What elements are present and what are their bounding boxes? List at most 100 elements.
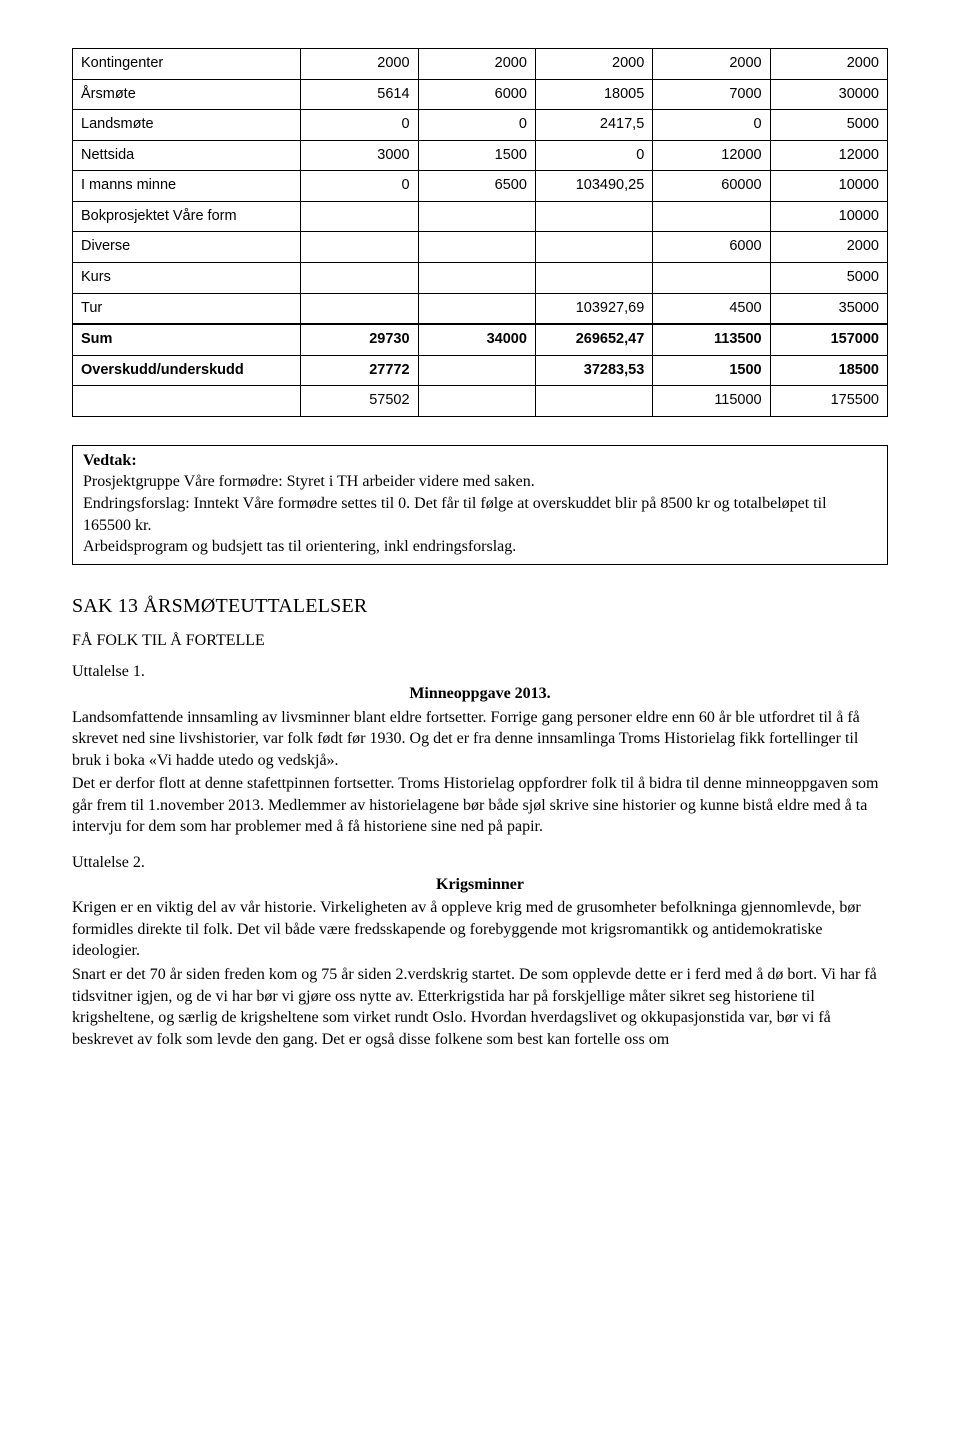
row-cell: 3000 xyxy=(301,140,418,171)
row-cell: 57502 xyxy=(301,386,418,417)
row-cell: 5000 xyxy=(770,110,887,141)
row-label: Kurs xyxy=(73,262,301,293)
row-cell xyxy=(301,232,418,263)
row-label: Bokprosjektet Våre form xyxy=(73,201,301,232)
row-cell: 37283,53 xyxy=(535,355,652,386)
row-cell: 27772 xyxy=(301,355,418,386)
table-row: 57502 115000175500 xyxy=(73,386,888,417)
row-cell: 2000 xyxy=(418,49,535,80)
row-cell xyxy=(653,262,770,293)
row-label xyxy=(73,386,301,417)
row-cell: 0 xyxy=(301,110,418,141)
row-cell: 29730 xyxy=(301,324,418,355)
row-label: Tur xyxy=(73,293,301,324)
row-cell: 35000 xyxy=(770,293,887,324)
vedtak-head: Vedtak: xyxy=(83,450,877,472)
row-cell xyxy=(418,293,535,324)
vedtak-line: Prosjektgruppe Våre formødre: Styret i T… xyxy=(83,471,877,493)
row-cell: 6000 xyxy=(418,79,535,110)
row-cell: 4500 xyxy=(653,293,770,324)
table-row: Bokprosjektet Våre form 10000 xyxy=(73,201,888,232)
row-label: Diverse xyxy=(73,232,301,263)
row-cell: 0 xyxy=(535,140,652,171)
row-cell: 115000 xyxy=(653,386,770,417)
row-cell xyxy=(418,232,535,263)
row-cell xyxy=(301,262,418,293)
table-row: Diverse 60002000 xyxy=(73,232,888,263)
table-row: Tur 103927,69450035000 xyxy=(73,293,888,324)
row-cell xyxy=(535,201,652,232)
row-cell xyxy=(418,386,535,417)
paragraph: Landsomfattende innsamling av livsminner… xyxy=(72,707,888,772)
row-label: Landsmøte xyxy=(73,110,301,141)
row-label: Sum xyxy=(73,324,301,355)
row-cell: 2000 xyxy=(535,49,652,80)
sub-title: FÅ FOLK TIL Å FORTELLE xyxy=(72,630,888,652)
row-cell: 6000 xyxy=(653,232,770,263)
row-cell: 10000 xyxy=(770,201,887,232)
table-row: Sum2973034000269652,47113500157000 xyxy=(73,324,888,355)
row-label: Årsmøte xyxy=(73,79,301,110)
row-cell xyxy=(301,201,418,232)
row-cell: 18500 xyxy=(770,355,887,386)
row-cell xyxy=(535,232,652,263)
table-row: Årsmøte5614600018005700030000 xyxy=(73,79,888,110)
uttalelse-2-label: Uttalelse 2. xyxy=(72,852,888,874)
table-row: I manns minne06500103490,256000010000 xyxy=(73,171,888,202)
paragraph: Det er derfor flott at denne stafettpinn… xyxy=(72,773,888,838)
uttalelse-2-title: Krigsminner xyxy=(72,874,888,896)
row-cell: 269652,47 xyxy=(535,324,652,355)
row-cell: 18005 xyxy=(535,79,652,110)
row-cell: 60000 xyxy=(653,171,770,202)
row-cell: 7000 xyxy=(653,79,770,110)
vedtak-box: Vedtak: Prosjektgruppe Våre formødre: St… xyxy=(72,445,888,565)
row-cell: 5614 xyxy=(301,79,418,110)
vedtak-line: Endringsforslag: Inntekt Våre formødre s… xyxy=(83,493,877,536)
table-row: Landsmøte002417,505000 xyxy=(73,110,888,141)
row-label: I manns minne xyxy=(73,171,301,202)
row-cell: 2417,5 xyxy=(535,110,652,141)
budget-table: Kontingenter20002000200020002000Årsmøte5… xyxy=(72,48,888,417)
vedtak-line: Arbeidsprogram og budsjett tas til orien… xyxy=(83,536,877,558)
row-cell xyxy=(418,262,535,293)
row-cell: 113500 xyxy=(653,324,770,355)
row-cell: 10000 xyxy=(770,171,887,202)
row-cell: 103927,69 xyxy=(535,293,652,324)
row-cell xyxy=(535,386,652,417)
row-cell: 0 xyxy=(418,110,535,141)
row-cell: 2000 xyxy=(770,49,887,80)
table-row: Kontingenter20002000200020002000 xyxy=(73,49,888,80)
row-label: Nettsida xyxy=(73,140,301,171)
row-cell xyxy=(418,355,535,386)
row-cell: 6500 xyxy=(418,171,535,202)
row-cell: 175500 xyxy=(770,386,887,417)
table-row: Nettsida3000150001200012000 xyxy=(73,140,888,171)
row-cell xyxy=(535,262,652,293)
row-cell: 157000 xyxy=(770,324,887,355)
row-cell: 0 xyxy=(301,171,418,202)
paragraph: Snart er det 70 år siden freden kom og 7… xyxy=(72,964,888,1050)
row-cell: 5000 xyxy=(770,262,887,293)
row-label: Kontingenter xyxy=(73,49,301,80)
row-cell xyxy=(418,201,535,232)
row-label: Overskudd/underskudd xyxy=(73,355,301,386)
row-cell: 103490,25 xyxy=(535,171,652,202)
row-cell: 1500 xyxy=(653,355,770,386)
row-cell: 2000 xyxy=(301,49,418,80)
table-row: Overskudd/underskudd27772 37283,531500185… xyxy=(73,355,888,386)
row-cell: 2000 xyxy=(770,232,887,263)
row-cell: 0 xyxy=(653,110,770,141)
row-cell xyxy=(301,293,418,324)
row-cell: 12000 xyxy=(770,140,887,171)
sak-title: SAK 13 ÅRSMØTEUTTALELSER xyxy=(72,593,888,620)
paragraph: Krigen er en viktig del av vår historie.… xyxy=(72,897,888,962)
row-cell: 1500 xyxy=(418,140,535,171)
uttalelse-1-label: Uttalelse 1. xyxy=(72,661,888,683)
row-cell xyxy=(653,201,770,232)
row-cell: 2000 xyxy=(653,49,770,80)
table-row: Kurs 5000 xyxy=(73,262,888,293)
uttalelse-1-title: Minneoppgave 2013. xyxy=(72,683,888,705)
row-cell: 30000 xyxy=(770,79,887,110)
row-cell: 34000 xyxy=(418,324,535,355)
row-cell: 12000 xyxy=(653,140,770,171)
